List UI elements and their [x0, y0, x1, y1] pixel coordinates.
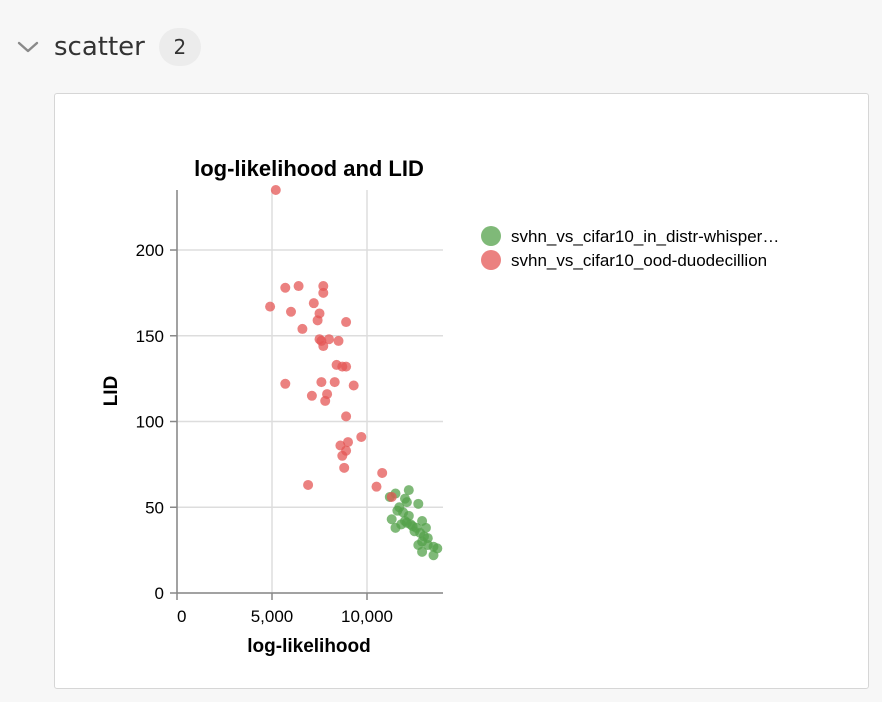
ood-point — [333, 335, 344, 346]
ood-point — [377, 467, 388, 478]
ood-point — [341, 411, 352, 422]
ood-point — [265, 301, 276, 312]
y-tick-label: 0 — [155, 584, 164, 603]
legend-swatch — [481, 250, 501, 270]
in-distr-point — [417, 546, 428, 557]
ood-point — [318, 287, 329, 298]
ood-point — [356, 431, 367, 442]
ood-point — [324, 334, 334, 345]
ood-point — [371, 481, 382, 492]
ood-point — [339, 462, 350, 473]
y-tick-label: 200 — [136, 241, 164, 260]
in-distr-point — [401, 497, 412, 508]
in-distr-point — [428, 550, 439, 561]
in-distr-point — [398, 507, 409, 518]
x-tick-label: 10,000 — [341, 607, 393, 626]
in-distr-point — [403, 485, 414, 496]
chevron-down-icon[interactable] — [14, 28, 42, 66]
ood-point — [386, 491, 397, 502]
ood-point — [316, 377, 327, 388]
ood-point — [312, 315, 323, 326]
ood-point — [280, 282, 291, 293]
ood-point — [297, 323, 308, 334]
ood-point — [293, 281, 304, 292]
count-badge: 2 — [158, 28, 201, 66]
legend-swatch — [481, 226, 501, 246]
ood-point — [308, 298, 319, 309]
in-distr-point — [422, 533, 433, 544]
section-header: scatter 2 — [14, 28, 201, 66]
in-distr-point — [390, 522, 401, 533]
y-tick-label: 150 — [136, 327, 164, 346]
ood-point — [318, 341, 329, 352]
ood-point — [303, 479, 314, 490]
ood-point — [343, 437, 353, 448]
y-tick-label: 100 — [136, 413, 164, 432]
ood-point — [280, 378, 291, 389]
ood-point — [341, 317, 352, 328]
x-tick-label: 5,000 — [251, 607, 294, 626]
in-distr-point — [386, 514, 397, 525]
y-axis-title: LID — [101, 376, 122, 407]
x-axis-title: log-likelihood — [247, 636, 371, 657]
ood-point — [306, 390, 317, 401]
ood-point — [329, 377, 340, 388]
ood-point — [320, 395, 331, 406]
legend-label: svhn_vs_cifar10_ood-duodecillion — [511, 251, 767, 270]
chart-card: 0 5,000 10,000 0 50 100 150 200 svhn_vs_cifar10… — [54, 93, 869, 689]
y-tick-label: 50 — [145, 498, 164, 517]
legend-entry: svhn_vs_cifar10_in_distr-whisper… — [481, 226, 779, 246]
chart-title: log-likelihood and LID — [194, 156, 424, 181]
legend-entry: svhn_vs_cifar10_ood-duodecillion — [481, 250, 767, 270]
in-distr-point — [407, 521, 418, 532]
ood-point — [348, 380, 359, 391]
ood-point — [318, 281, 329, 292]
ood-point — [286, 306, 296, 317]
ood-point — [337, 361, 348, 372]
scatter-chart: 0 5,000 10,000 0 50 100 150 200 svhn_vs_cifar10… — [101, 156, 779, 657]
section-title: scatter — [54, 32, 145, 62]
ood-point — [270, 185, 281, 195]
ood-point — [337, 450, 348, 461]
x-tick-label: 0 — [177, 607, 186, 626]
legend-label: svhn_vs_cifar10_in_distr-whisper… — [511, 227, 779, 246]
in-distr-point — [413, 498, 424, 509]
